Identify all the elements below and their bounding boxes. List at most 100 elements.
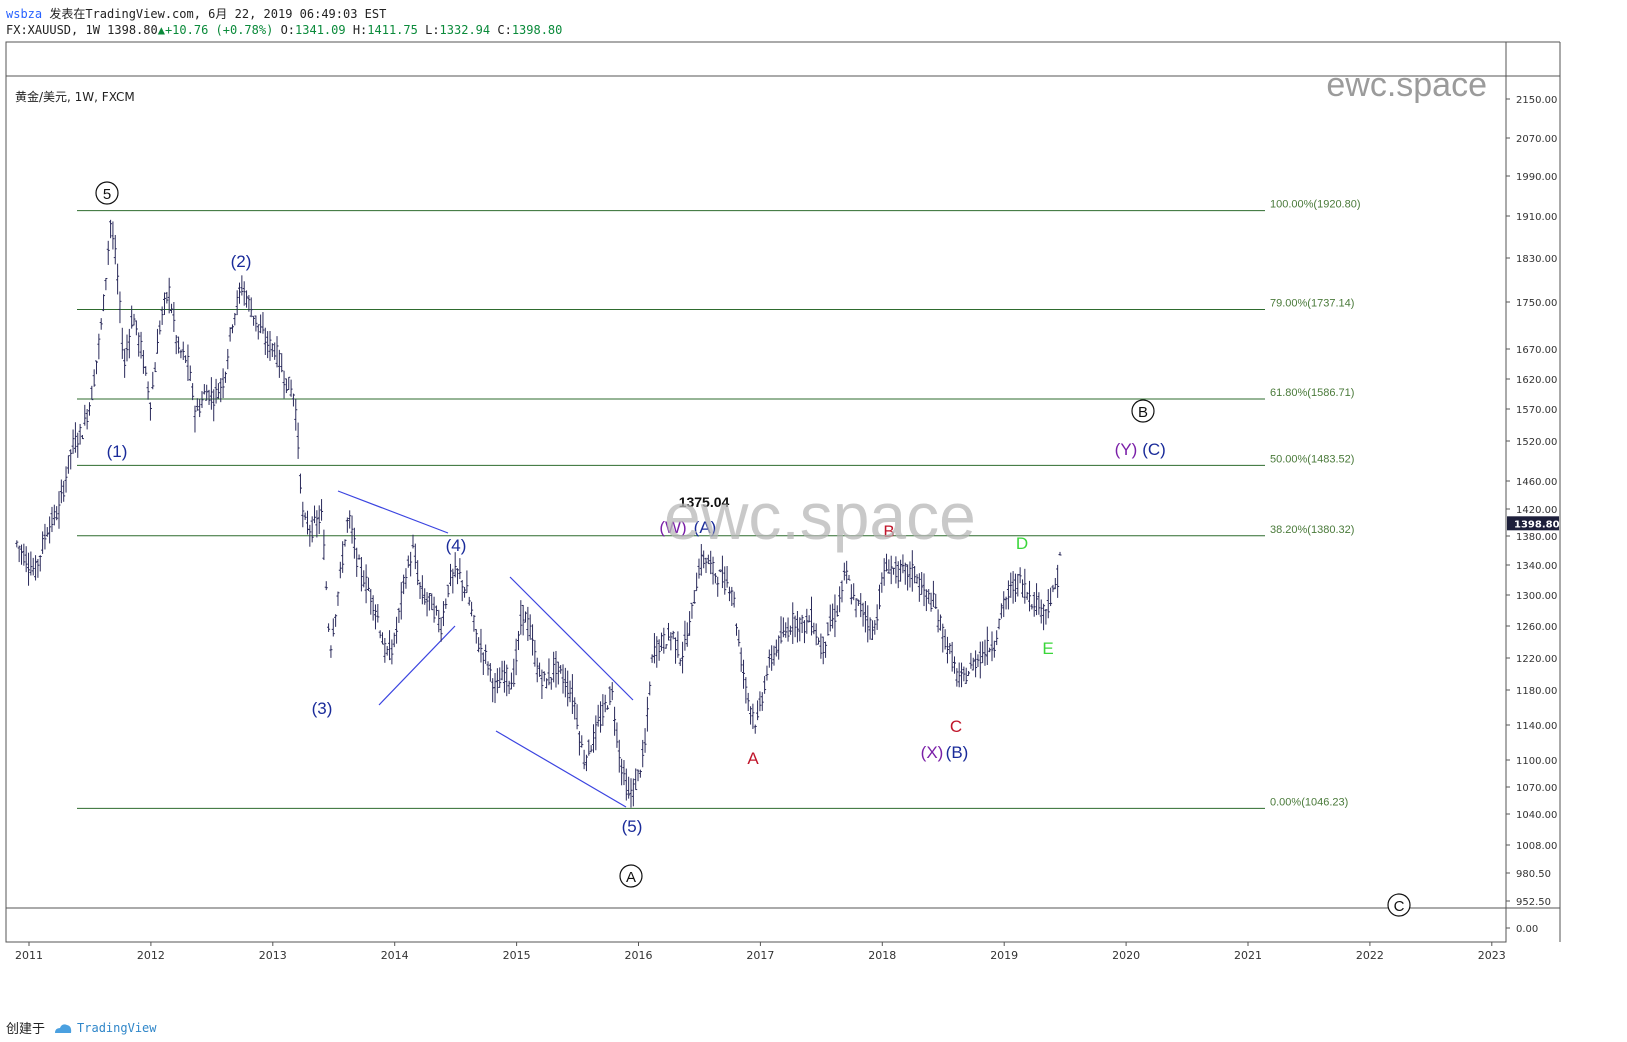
wave-label: C: [950, 717, 962, 736]
wave-label: (4): [446, 536, 467, 555]
y-tick-label: 1340.00: [1516, 561, 1557, 572]
y-tick-label: 1008.00: [1516, 841, 1557, 852]
wave-label: (W): [659, 518, 686, 537]
publish-text: 发表在TradingView.com, 6月 22, 2019 06:49:03…: [49, 7, 387, 21]
x-tick-label: 2011: [15, 949, 43, 962]
low-label: L:: [425, 23, 440, 37]
y-tick-label: 1140.00: [1516, 721, 1557, 732]
wave-circle: [95, 181, 119, 205]
y-tick-label: 1220.00: [1516, 654, 1557, 665]
y-tick-label: 1460.00: [1516, 477, 1557, 488]
x-tick-label: 2019: [990, 949, 1018, 962]
up-arrow-icon: ▲: [157, 23, 165, 37]
y-tick-label: 0.00: [1516, 924, 1538, 935]
created-label: 创建于: [6, 1022, 46, 1037]
wave-label: B: [883, 522, 894, 541]
y-tick-label: 1830.00: [1516, 254, 1557, 265]
fib-label-1: 79.00%(1737.14): [1270, 298, 1354, 310]
trendline-1: [378, 625, 456, 706]
x-tick-label: 2016: [625, 949, 653, 962]
x-tick-label: 2013: [259, 949, 287, 962]
x-tick-label: 2015: [503, 949, 531, 962]
watermark-center: ewc.space: [664, 479, 976, 553]
wave-label: B: [1138, 404, 1148, 421]
cloud-icon: [55, 1023, 72, 1033]
close-label: C:: [497, 23, 512, 37]
x-tick-label: 2012: [137, 949, 165, 962]
wave-label: E: [1042, 639, 1053, 658]
tradingview-logo[interactable]: TradingView: [53, 1020, 157, 1035]
high-value: 1411.75: [367, 23, 418, 37]
wave-label: C: [1394, 898, 1405, 915]
x-tick-label: 2021: [1234, 949, 1262, 962]
trendline-2: [509, 576, 634, 701]
y-tick-label: 1070.00: [1516, 783, 1557, 794]
watermark-top: ewc.space: [1326, 66, 1487, 104]
y-tick-label: 1180.00: [1516, 686, 1557, 697]
wave-label: (5): [622, 817, 643, 836]
brand-name: TradingView: [77, 1020, 157, 1035]
wave-labels: 5 (1) (2) (3) (4) (5) A (W) (A) A B C (X) (B) D E B (Y) (C…: [95, 181, 1411, 917]
pane-symbol-label: 黄金/美元, 1W, FXCM: [15, 90, 135, 104]
trendline-0: [337, 490, 449, 534]
fib-label-2: 61.80%(1586.71): [1270, 387, 1354, 399]
x-tick-label: 2017: [746, 949, 774, 962]
y-tick-label: 1670.00: [1516, 345, 1557, 356]
time-axis[interactable]: 2011 2012 2013 2014 2015 2016 2017 2018 2019 2020…: [15, 942, 1506, 962]
open-value: 1341.09: [295, 23, 346, 37]
change-value: +10.76 (+0.78%): [164, 23, 274, 37]
y-tick-label: 1910.00: [1516, 212, 1557, 223]
fib-label-0: 100.00%(1920.80): [1270, 199, 1361, 211]
y-tick-label: 1260.00: [1516, 622, 1557, 633]
wave-circle: [1387, 893, 1411, 917]
wave-label: (2): [231, 252, 252, 271]
wave-label: (B): [946, 743, 969, 762]
symbol-ohlc-line: FX:XAUUSD, 1W 1398.80▲+10.76 (+0.78%) O:…: [6, 23, 562, 37]
peak-price-label: 1375.04: [679, 494, 730, 510]
wave-circle: [619, 864, 643, 888]
last-price-tag: [1507, 516, 1559, 531]
x-tick-label: 2018: [868, 949, 896, 962]
x-tick-label: 2020: [1112, 949, 1140, 962]
y-tick-label: 1380.00: [1516, 532, 1557, 543]
last-price-label: 1398.80: [1514, 519, 1560, 530]
high-label: H:: [352, 23, 368, 37]
wave-label: 5: [103, 186, 111, 203]
wave-label: A: [747, 749, 759, 768]
wave-label: A: [626, 869, 636, 886]
open-label: O:: [280, 23, 296, 37]
x-tick-label: 2022: [1356, 949, 1384, 962]
close-value: 1398.80: [511, 23, 563, 37]
y-tick-label: 1300.00: [1516, 591, 1557, 602]
trendlines: [337, 490, 634, 808]
y-tick-label: 1570.00: [1516, 405, 1557, 416]
wave-circle: [1131, 399, 1155, 423]
y-tick-label: 1990.00: [1516, 172, 1557, 183]
footer: 创建于 TradingView: [6, 1018, 157, 1038]
y-tick-label: 1520.00: [1516, 437, 1557, 448]
publish-info: wsbza 发表在TradingView.com, 6月 22, 2019 06…: [6, 5, 386, 22]
symbol-info: FX:XAUUSD, 1W 1398.80: [6, 23, 158, 37]
y-tick-label: 1620.00: [1516, 375, 1557, 386]
author-link[interactable]: wsbza: [6, 7, 43, 21]
y-tick-label: 1100.00: [1516, 756, 1557, 767]
trendline-3: [495, 730, 627, 808]
y-tick-label: 1420.00: [1516, 505, 1557, 516]
price-axis[interactable]: 2150.00 2070.00 1990.00 1910.00 1830.00 1750.…: [1506, 95, 1560, 935]
wave-label: (A): [694, 518, 717, 537]
wave-label: (1): [107, 442, 128, 461]
y-tick-label: 2070.00: [1516, 134, 1557, 145]
wave-label: (3): [312, 699, 333, 718]
fib-label-4: 38.20%(1380.32): [1270, 524, 1354, 536]
wave-label: (X): [921, 743, 944, 762]
wave-label: (Y): [1115, 440, 1138, 459]
fibonacci-levels: 100.00%(1920.80) 79.00%(1737.14) 61.80%(15…: [77, 199, 1361, 809]
price-bars: [15, 219, 1062, 808]
y-tick-label: 2150.00: [1516, 95, 1557, 106]
fib-label-3: 50.00%(1483.52): [1270, 453, 1354, 465]
y-tick-label: 1750.00: [1516, 298, 1557, 309]
y-tick-label: 1040.00: [1516, 810, 1557, 821]
y-tick-label: 952.50: [1516, 897, 1551, 908]
y-tick-label: 980.50: [1516, 869, 1551, 880]
